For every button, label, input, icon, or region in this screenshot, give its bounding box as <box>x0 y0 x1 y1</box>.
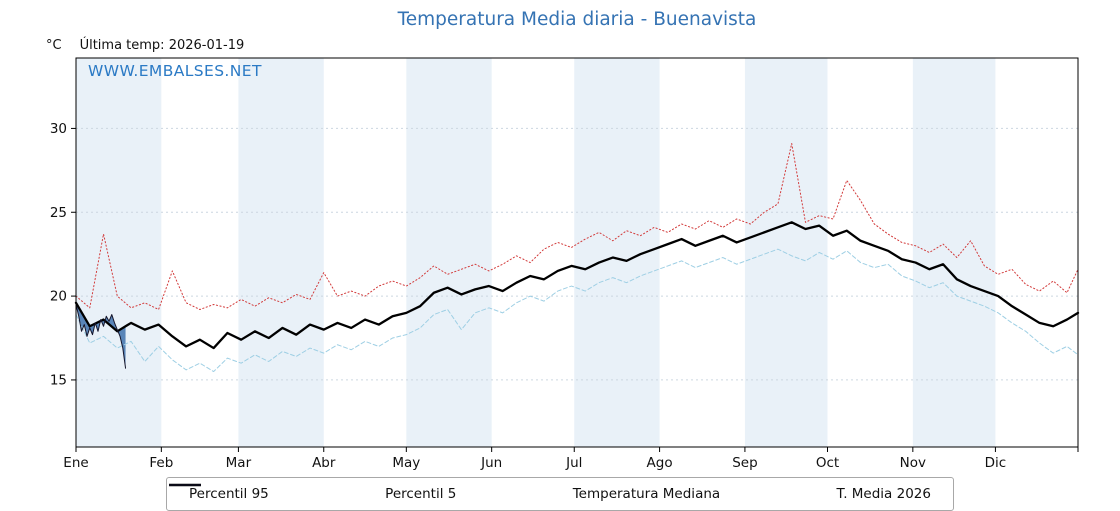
chart-subheader: °C Última temp: 2026-01-19 <box>46 38 244 53</box>
legend-item-t-media-2026: T. Media 2026 <box>169 484 931 502</box>
x-tick-label: Nov <box>900 455 926 471</box>
month-band <box>76 58 162 447</box>
month-band <box>406 58 492 447</box>
chart-legend: Percentil 95 Percentil 5 Temperatura Media… <box>166 477 954 511</box>
x-tick-label: Sep <box>732 455 757 471</box>
legend-label: Temperatura Mediana <box>572 486 721 502</box>
x-tick-label: Mar <box>226 455 252 471</box>
series-line-t-media-2026 <box>75 303 127 369</box>
chart-page: { "header": { "title": "Temperatura Medi… <box>46 9 1080 511</box>
legend-line-sample <box>169 484 201 486</box>
axis-labels: 15 20 25 30 Ene Feb Mar Abr May Jun Jul Ago Sep Oct No… <box>50 121 1006 471</box>
y-tick-label: 20 <box>50 289 67 305</box>
series-line-temperatura-mediana <box>74 221 1080 350</box>
legend-label: T. Media 2026 <box>836 486 931 502</box>
last-temp-label: Última temp: 2026-01-19 <box>79 38 245 53</box>
legend-label: Percentil 95 <box>189 486 269 502</box>
y-tick-label: 25 <box>50 205 67 221</box>
y-tick-label: 30 <box>50 121 67 137</box>
x-tick-label: Ago <box>647 455 673 471</box>
x-tick-label: Dic <box>985 455 1007 471</box>
data-series <box>74 143 1080 373</box>
gridlines <box>76 127 1078 381</box>
month-bands <box>76 58 996 447</box>
y-tick-label: 15 <box>50 372 67 388</box>
plot-border <box>75 57 1079 448</box>
temperature-chart: 15 20 25 30 Ene Feb Mar Abr May Jun Jul Ago Sep Oct No… <box>50 57 1080 471</box>
legend-item-percentil-95: Percentil 95 <box>169 484 269 502</box>
legend-label: Percentil 5 <box>385 486 457 502</box>
month-band <box>912 58 996 447</box>
x-tick-label: Oct <box>816 455 839 471</box>
x-tick-label: Jun <box>480 455 502 471</box>
x-tick-label: Abr <box>312 455 336 471</box>
y-unit-label: °C <box>46 38 62 53</box>
month-band <box>238 58 324 447</box>
series-line-percentil-95 <box>75 143 1079 311</box>
chart-title: Temperatura Media diaria - Buenavista <box>397 9 757 30</box>
x-tick-label: May <box>392 455 420 471</box>
axes <box>71 57 1079 452</box>
month-band <box>744 58 828 447</box>
x-tick-label: Feb <box>149 455 173 471</box>
watermark: WWW.EMBALSES.NET <box>88 62 262 80</box>
series-line-percentil-5 <box>75 248 1079 373</box>
x-tick-label: Jul <box>565 455 582 471</box>
x-tick-label: Ene <box>63 455 88 471</box>
